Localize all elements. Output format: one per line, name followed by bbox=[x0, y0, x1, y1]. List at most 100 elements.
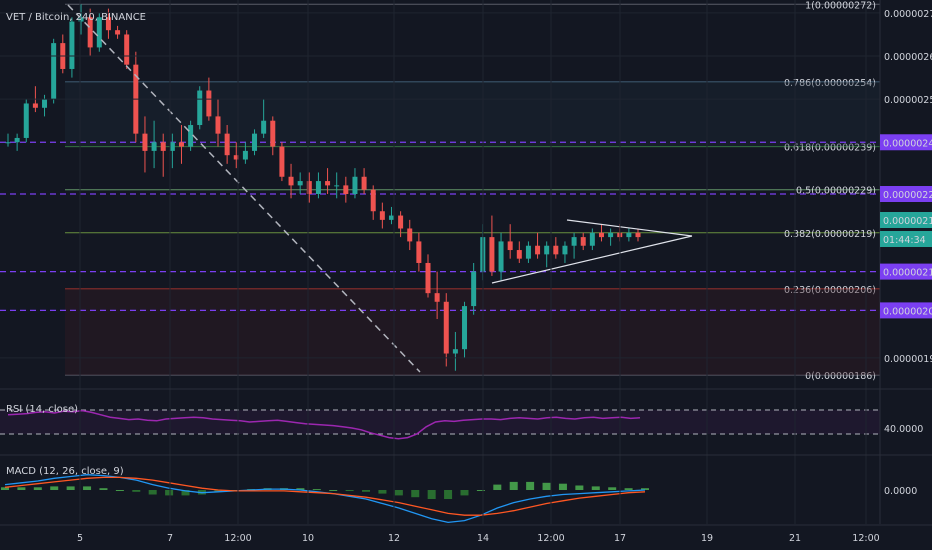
candle-body bbox=[443, 301, 449, 354]
candle-body bbox=[398, 215, 404, 229]
candle-body bbox=[160, 142, 166, 151]
level-price-label: 0.00000228 bbox=[883, 190, 932, 201]
level-price-badge bbox=[880, 302, 932, 319]
macd-histogram-bar bbox=[378, 490, 387, 494]
level-price-badge bbox=[880, 186, 932, 202]
candle-body bbox=[452, 349, 458, 354]
fib-zone-shade bbox=[65, 81, 880, 147]
time-tick-label: 5 bbox=[77, 533, 83, 544]
macd-histogram-bar bbox=[444, 490, 453, 499]
candle-body bbox=[553, 245, 559, 255]
candle-body bbox=[115, 30, 121, 35]
macd-histogram-bar bbox=[214, 490, 223, 492]
time-tick-label: 12 bbox=[388, 533, 400, 544]
macd-histogram-bar bbox=[148, 490, 157, 495]
candle-body bbox=[388, 215, 394, 220]
macd-histogram-bar bbox=[99, 488, 108, 490]
rsi-pane[interactable] bbox=[0, 409, 880, 440]
candle-body bbox=[352, 176, 358, 194]
level-price-label: 0.00000201 bbox=[883, 306, 932, 317]
time-tick-label: 7 bbox=[167, 533, 173, 544]
candle-body bbox=[306, 181, 312, 194]
fib-level-label: 0.618(0.00000239) bbox=[784, 143, 876, 154]
candle-body bbox=[188, 125, 194, 147]
fib-level-label: 0.236(0.00000206) bbox=[784, 285, 876, 296]
candle-body bbox=[379, 211, 385, 220]
level-price-badge bbox=[880, 134, 932, 151]
time-tick-label: 12:00 bbox=[537, 533, 564, 544]
candle-body bbox=[516, 250, 522, 259]
macd-histogram-bar bbox=[83, 486, 92, 490]
macd-histogram-bar bbox=[66, 486, 75, 490]
time-tick-label: 10 bbox=[302, 533, 314, 544]
macd-histogram-bar bbox=[329, 490, 338, 491]
candle-body bbox=[462, 306, 468, 350]
candle-body bbox=[78, 17, 84, 22]
price-pane[interactable]: 1(0.00000272) 0.786(0.00000254) 0.618(0.00… bbox=[0, 0, 880, 382]
time-tick-label: 12:00 bbox=[224, 533, 251, 544]
candle-body bbox=[270, 120, 276, 147]
macd-histogram-bar bbox=[296, 488, 305, 490]
macd-histogram-bar bbox=[1, 487, 9, 490]
candle-body bbox=[471, 271, 477, 307]
candle-body bbox=[124, 34, 130, 65]
macd-histogram-bar bbox=[181, 490, 190, 496]
macd-histogram-bar bbox=[542, 482, 551, 490]
candle-body bbox=[96, 17, 102, 48]
macd-histogram-bar bbox=[493, 484, 502, 490]
candle-body bbox=[425, 262, 431, 294]
macd-histogram-bar bbox=[394, 490, 403, 496]
candle-body bbox=[498, 241, 504, 272]
candle-body bbox=[416, 241, 422, 263]
rsi-tick-label: 40.0000 bbox=[884, 424, 923, 435]
macd-signal-line bbox=[4, 476, 646, 516]
price-tick-label: 0.00000270 bbox=[884, 9, 932, 20]
macd-histogram-bar bbox=[591, 486, 600, 490]
macd-histogram-bar bbox=[526, 481, 535, 490]
candle-body bbox=[315, 181, 321, 194]
macd-histogram-bar bbox=[411, 490, 420, 498]
candle-body bbox=[151, 142, 157, 151]
macd-histogram-bar bbox=[624, 488, 633, 490]
candle-body bbox=[5, 142, 11, 144]
price-tick-label: 0.00000190 bbox=[884, 354, 932, 365]
macd-histogram-bar bbox=[427, 490, 436, 499]
macd-histogram-bar bbox=[641, 488, 649, 490]
candle-body bbox=[142, 133, 148, 151]
candle-body bbox=[608, 232, 614, 238]
triangle-upper-line bbox=[566, 219, 693, 237]
candle-body bbox=[525, 245, 531, 259]
macd-histogram-bar bbox=[345, 490, 354, 491]
macd-histogram-bar bbox=[476, 490, 485, 491]
time-tick-label: 21 bbox=[789, 533, 801, 544]
candle-body bbox=[598, 232, 604, 238]
macd-histogram-bar bbox=[558, 483, 567, 490]
candle-body bbox=[233, 155, 239, 160]
last-price-label: 01:44:34 bbox=[883, 235, 926, 246]
candle-body bbox=[224, 133, 230, 156]
rsi-title: RSI (14, close) bbox=[6, 404, 78, 415]
last-price-badge bbox=[880, 231, 932, 247]
chart-title: VET / Bitcoin, 240, BINANCE bbox=[6, 12, 146, 23]
candle-body bbox=[87, 17, 93, 48]
macd-histogram-bar bbox=[362, 490, 371, 492]
price-tick-label: 0.00000260 bbox=[884, 52, 932, 63]
candle-body bbox=[252, 133, 258, 151]
candle-body bbox=[297, 181, 303, 186]
macd-pane[interactable] bbox=[1, 474, 649, 524]
level-price-badge bbox=[880, 263, 932, 280]
candle-body bbox=[105, 17, 111, 31]
candle-body bbox=[562, 245, 568, 255]
price-tick-label: 0.00000250 bbox=[884, 95, 932, 106]
candle-body bbox=[288, 176, 294, 186]
candle-body bbox=[571, 237, 577, 246]
candle-body bbox=[206, 90, 212, 117]
candle-body bbox=[242, 150, 248, 160]
rsi-line bbox=[7, 409, 641, 440]
macd-histogram-bar bbox=[165, 490, 174, 496]
fib-level-label: 0.382(0.00000219) bbox=[784, 229, 876, 240]
macd-histogram-bar bbox=[132, 490, 141, 492]
